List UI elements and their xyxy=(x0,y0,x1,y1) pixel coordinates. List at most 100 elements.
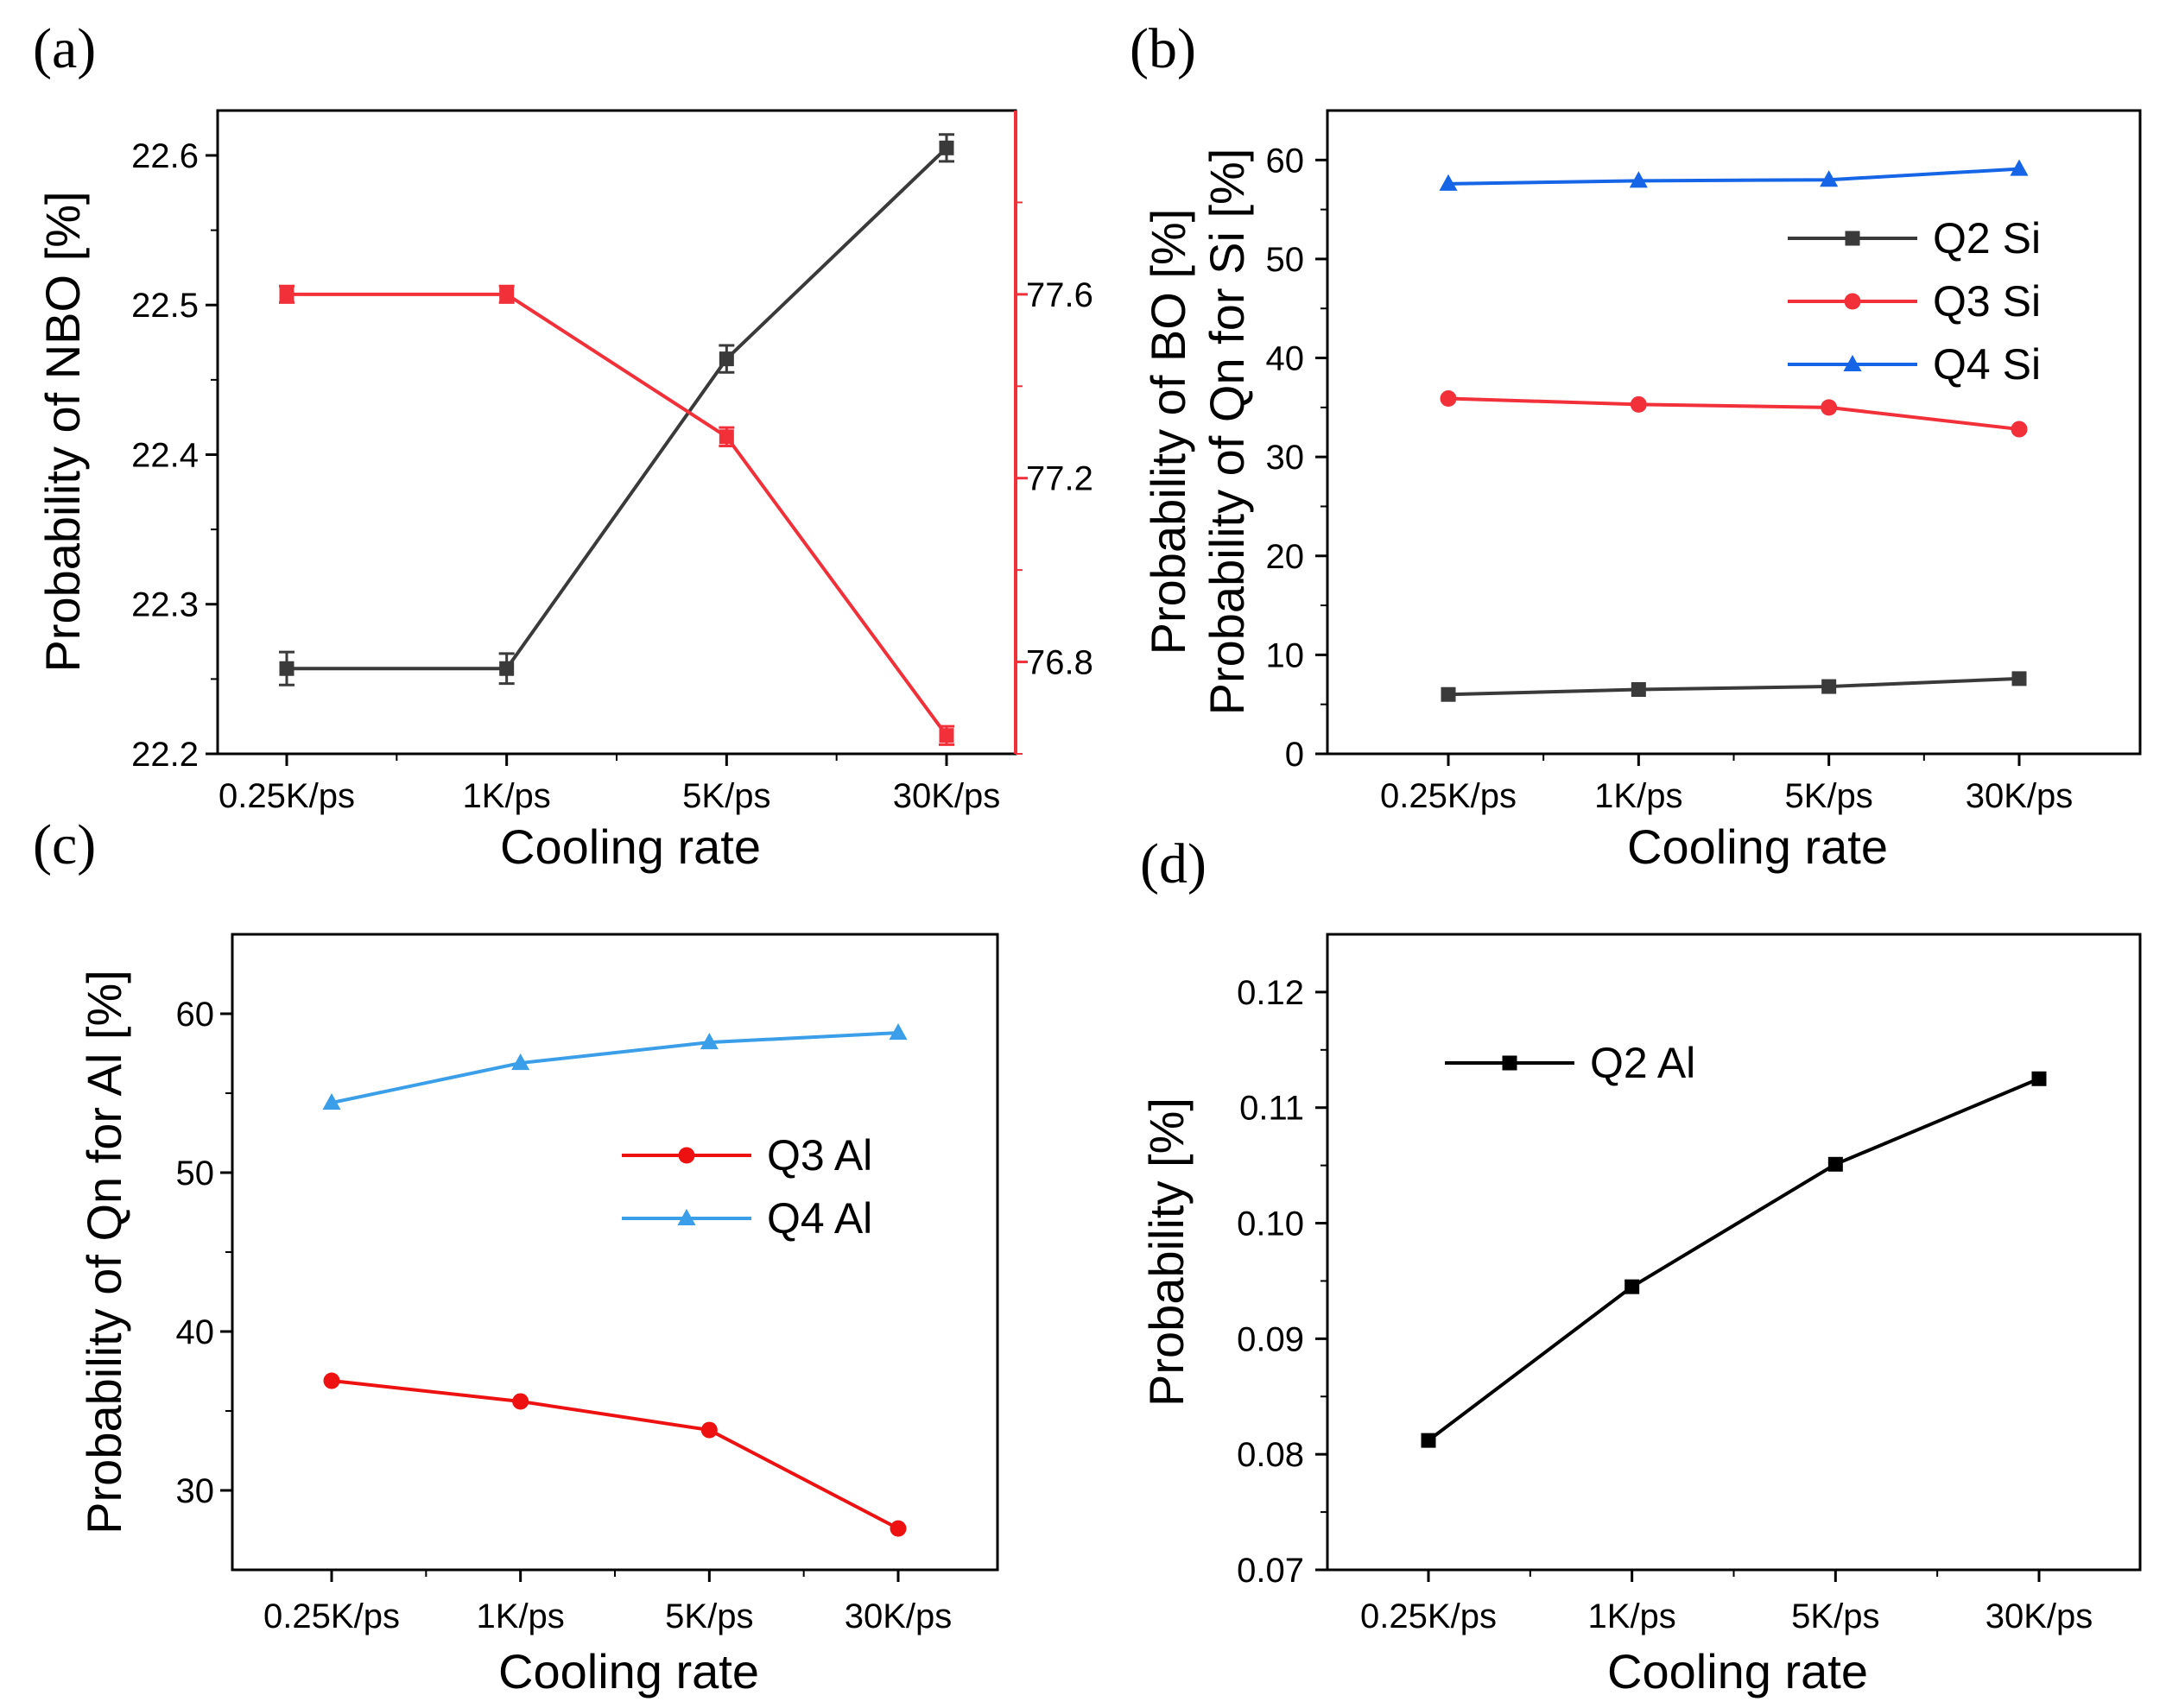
x-tick-label: 0.25K/ps xyxy=(263,1597,400,1635)
x-tick-label: 0.25K/ps xyxy=(218,777,355,815)
legend-marker xyxy=(677,1208,696,1226)
y-tick-label: 30 xyxy=(1266,439,1305,477)
y-tick-label: 30 xyxy=(176,1472,215,1510)
data-point xyxy=(512,1393,529,1410)
panel-c: (c) 0.25K/ps 1K/ps 5K/ps 30K/ps 30 40 50 60 Cooli… xyxy=(33,813,999,1699)
x-tick-label: 30K/ps xyxy=(845,1597,953,1635)
right-y-axis-title: Probability of BO [%] xyxy=(1141,209,1195,655)
y-tick-label: 0.11 xyxy=(1239,1090,1304,1128)
series-line-q3-si xyxy=(1447,396,2020,432)
series-line-q4-si xyxy=(1447,167,2020,186)
data-point xyxy=(2010,159,2029,176)
y-tick-label: 0.07 xyxy=(1237,1552,1304,1590)
x-tick-label: 30K/ps xyxy=(1966,777,2074,815)
data-point xyxy=(511,1053,530,1071)
data-point xyxy=(1421,1433,1436,1448)
y-tick-label: 10 xyxy=(1266,636,1305,674)
x-tick-label: 30K/ps xyxy=(1986,1597,2093,1635)
x-tick-label: 5K/ps xyxy=(665,1597,753,1635)
x-tick-label: 5K/ps xyxy=(682,777,770,815)
x-tick-label: 0.25K/ps xyxy=(1360,1597,1497,1635)
y-tick-label: 0.10 xyxy=(1237,1205,1304,1243)
data-point xyxy=(1827,1156,1843,1172)
x-tick-label: 0.25K/ps xyxy=(1380,777,1517,815)
plot-frame xyxy=(216,109,1017,756)
data-point xyxy=(279,287,294,302)
y-tick-label: 22.4 xyxy=(131,436,199,474)
y-tick-label: 40 xyxy=(176,1313,215,1351)
legend-label: Q2 Al xyxy=(1590,1039,1695,1087)
panel-letter: (a) xyxy=(33,17,96,80)
data-point xyxy=(1631,682,1646,697)
data-point xyxy=(1820,170,1839,187)
data-point xyxy=(2011,671,2027,686)
plot-frame xyxy=(231,933,999,1572)
x-tick-label: 1K/ps xyxy=(1594,777,1682,815)
data-point xyxy=(890,1520,907,1537)
y-tick-label: 22.6 xyxy=(131,137,199,175)
right-y-tick-label: 76.8 xyxy=(1026,644,1093,682)
series-line-q3-al xyxy=(331,1379,899,1530)
y-tick-label: 22.3 xyxy=(131,586,199,624)
y-tick-label: 0.09 xyxy=(1237,1320,1304,1358)
legend-marker xyxy=(1843,354,1862,372)
data-point xyxy=(1630,395,1647,413)
panel-b: (b) 0.25K/ps 1K/ps 5K/ps 30K/ps 0 10 20 30 40 50 60… xyxy=(1130,17,2142,874)
x-axis-title: Cooling rate xyxy=(498,1644,759,1699)
data-point xyxy=(323,1372,340,1389)
panel-letter: (b) xyxy=(1130,17,1196,80)
data-point xyxy=(1439,174,1458,191)
legend-label: Q3 Al xyxy=(767,1131,872,1180)
y-tick-label: 20 xyxy=(1266,538,1305,576)
legend-label: Q3 Si xyxy=(1933,277,2041,326)
x-tick-label: 5K/ps xyxy=(1785,777,1873,815)
y-tick-label: 0 xyxy=(1285,736,1304,774)
data-point xyxy=(939,140,954,155)
data-point xyxy=(499,287,515,302)
x-tick-label: 5K/ps xyxy=(1791,1597,1879,1635)
x-tick-label: 30K/ps xyxy=(893,777,1001,815)
legend-marker xyxy=(678,1147,695,1164)
y-tick-label: 0.08 xyxy=(1237,1436,1304,1474)
data-point xyxy=(2031,1071,2047,1086)
series-line-q4-al xyxy=(331,1031,899,1104)
data-point xyxy=(719,429,734,445)
data-point xyxy=(889,1023,908,1041)
y-axis-title: Probability [%] xyxy=(1139,1098,1194,1407)
right-y-tick-label: 77.6 xyxy=(1026,276,1093,314)
legend-marker xyxy=(1845,231,1860,246)
y-tick-label: 60 xyxy=(1266,142,1305,180)
y-axis-title: Probability of Qn for Al [%] xyxy=(77,970,131,1534)
legend-label: Q4 Al xyxy=(767,1194,872,1243)
data-point xyxy=(279,661,294,676)
legend-label: Q2 Si xyxy=(1933,214,2041,263)
panel-letter: (d) xyxy=(1140,832,1206,895)
x-axis-title: Cooling rate xyxy=(1607,1644,1868,1699)
data-point xyxy=(322,1092,341,1110)
data-point xyxy=(1821,679,1837,694)
x-axis-title: Cooling rate xyxy=(500,819,761,874)
series-line-bo xyxy=(287,292,948,737)
data-point xyxy=(1624,1279,1640,1294)
data-point xyxy=(1629,171,1648,188)
y-tick-label: 0.12 xyxy=(1237,974,1304,1012)
y-tick-label: 50 xyxy=(1266,241,1305,279)
data-point xyxy=(1440,390,1457,408)
y-axis-title: Probability of NBO [%] xyxy=(35,191,90,672)
series-line-q2-si xyxy=(1447,676,2020,697)
series-line-q2-al xyxy=(1427,1077,2040,1442)
series-line-nbo xyxy=(287,146,948,671)
legend-marker xyxy=(1844,293,1861,310)
data-point xyxy=(700,1033,719,1050)
data-point xyxy=(700,1421,718,1439)
panel-letter: (c) xyxy=(33,813,96,876)
plot-frame xyxy=(1326,933,2142,1572)
x-tick-label: 1K/ps xyxy=(463,777,551,815)
y-tick-label: 50 xyxy=(176,1154,215,1192)
x-tick-label: 1K/ps xyxy=(477,1597,565,1635)
y-axis-title: Probability of Qn for Si [%] xyxy=(1200,149,1254,716)
x-tick-label: 1K/ps xyxy=(1588,1597,1676,1635)
y-tick-label: 22.5 xyxy=(131,287,199,325)
legend-label: Q4 Si xyxy=(1933,340,2041,389)
